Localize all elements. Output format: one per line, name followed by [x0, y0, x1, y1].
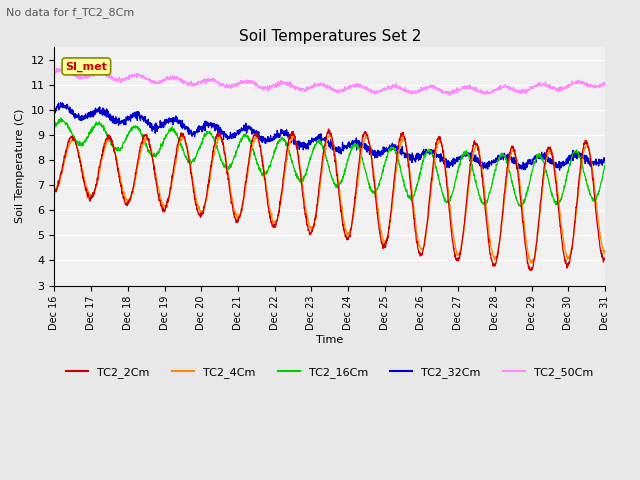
TC2_2Cm — [586, 149, 593, 155]
TC2_32Cm — [586, 161, 593, 167]
Line: TC2_50Cm: TC2_50Cm — [54, 68, 605, 96]
Title: Soil Temperatures Set 2: Soil Temperatures Set 2 — [239, 29, 421, 44]
TC2_16Cm — [601, 162, 609, 168]
TC2_2Cm — [527, 268, 535, 274]
Line: TC2_32Cm: TC2_32Cm — [54, 103, 605, 170]
TC2_50Cm — [586, 84, 593, 89]
TC2_50Cm — [304, 85, 312, 91]
TC2_32Cm — [601, 160, 609, 166]
TC2_2Cm — [484, 235, 492, 241]
TC2_50Cm — [79, 74, 86, 80]
TC2_2Cm — [586, 151, 593, 157]
TC2_2Cm — [79, 171, 86, 177]
Line: TC2_4Cm: TC2_4Cm — [54, 134, 605, 264]
TC2_16Cm — [586, 188, 593, 194]
TC2_4Cm — [586, 148, 593, 154]
TC2_32Cm — [586, 162, 593, 168]
TC2_32Cm — [304, 140, 312, 146]
Y-axis label: Soil Temperature (C): Soil Temperature (C) — [15, 109, 25, 224]
TC2_50Cm — [319, 82, 326, 88]
TC2_4Cm — [484, 222, 492, 228]
TC2_50Cm — [53, 65, 61, 71]
TC2_32Cm — [79, 116, 86, 121]
TC2_2Cm — [51, 187, 58, 192]
TC2_32Cm — [51, 107, 58, 112]
TC2_16Cm — [586, 189, 593, 194]
TC2_32Cm — [484, 162, 492, 168]
TC2_50Cm — [586, 83, 593, 89]
TC2_50Cm — [445, 93, 453, 98]
TC2_4Cm — [586, 145, 593, 151]
X-axis label: Time: Time — [316, 336, 343, 346]
TC2_16Cm — [79, 143, 86, 149]
TC2_32Cm — [56, 100, 64, 106]
TC2_2Cm — [601, 256, 609, 262]
Legend: TC2_2Cm, TC2_4Cm, TC2_16Cm, TC2_32Cm, TC2_50Cm: TC2_2Cm, TC2_4Cm, TC2_16Cm, TC2_32Cm, TC… — [61, 363, 598, 383]
TC2_16Cm — [51, 123, 58, 129]
TC2_4Cm — [527, 261, 535, 266]
TC2_50Cm — [51, 69, 58, 74]
TC2_2Cm — [324, 126, 332, 132]
TC2_50Cm — [484, 90, 492, 96]
TC2_16Cm — [304, 165, 312, 170]
TC2_16Cm — [484, 194, 492, 200]
TC2_2Cm — [318, 158, 326, 164]
TC2_50Cm — [601, 81, 609, 86]
TC2_16Cm — [517, 204, 525, 210]
TC2_4Cm — [601, 251, 609, 256]
TC2_32Cm — [319, 137, 326, 143]
Line: TC2_16Cm: TC2_16Cm — [54, 118, 605, 207]
TC2_4Cm — [326, 131, 333, 137]
TC2_16Cm — [57, 115, 65, 121]
TC2_16Cm — [319, 143, 326, 149]
Text: SI_met: SI_met — [65, 61, 108, 72]
TC2_4Cm — [304, 217, 312, 223]
Text: No data for f_TC2_8Cm: No data for f_TC2_8Cm — [6, 7, 134, 18]
Line: TC2_2Cm: TC2_2Cm — [54, 129, 605, 271]
TC2_2Cm — [304, 223, 312, 229]
TC2_4Cm — [51, 187, 58, 193]
TC2_4Cm — [79, 166, 86, 171]
TC2_32Cm — [556, 167, 563, 173]
TC2_4Cm — [318, 167, 326, 173]
